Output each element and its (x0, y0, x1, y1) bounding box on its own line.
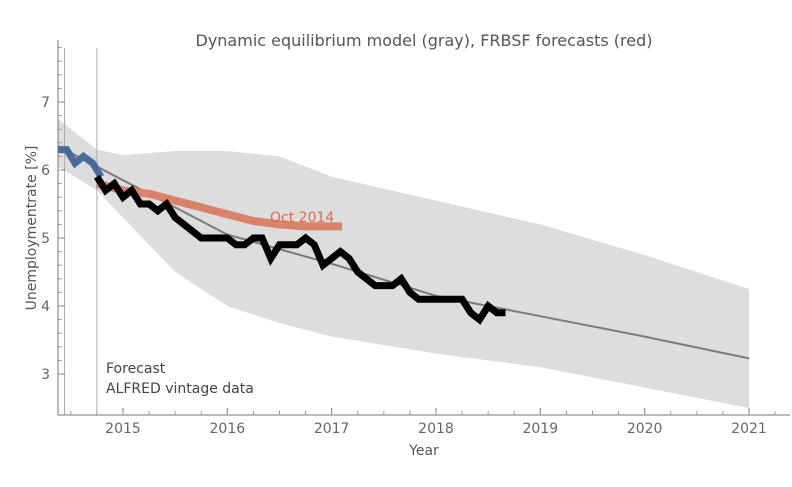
vintage-annotation: ALFRED vintage data (106, 381, 254, 397)
x-tick-label: 2016 (210, 421, 246, 437)
y-tick-label: 5 (41, 231, 50, 247)
x-tick-label: 2018 (418, 421, 454, 437)
y-tick-label: 6 (41, 163, 50, 179)
y-axis-label: Unemploymentrate [%] (24, 146, 40, 311)
chart-title: Dynamic equilibrium model (gray), FRBSF … (196, 31, 653, 50)
y-tick-label: 4 (41, 299, 50, 315)
y-tick-label: 3 (41, 367, 50, 383)
x-tick-label: 2019 (522, 421, 558, 437)
x-tick-label: 2020 (627, 421, 663, 437)
y-tick-label: 7 (41, 95, 50, 111)
forecast-annotation: Forecast (106, 361, 166, 377)
x-axis-label: Year (408, 443, 439, 459)
x-tick-label: 2015 (105, 421, 141, 437)
x-tick-label: 2017 (314, 421, 350, 437)
x-tick-label: 2021 (731, 421, 767, 437)
forecast-series-label: Oct 2014 (270, 210, 334, 226)
